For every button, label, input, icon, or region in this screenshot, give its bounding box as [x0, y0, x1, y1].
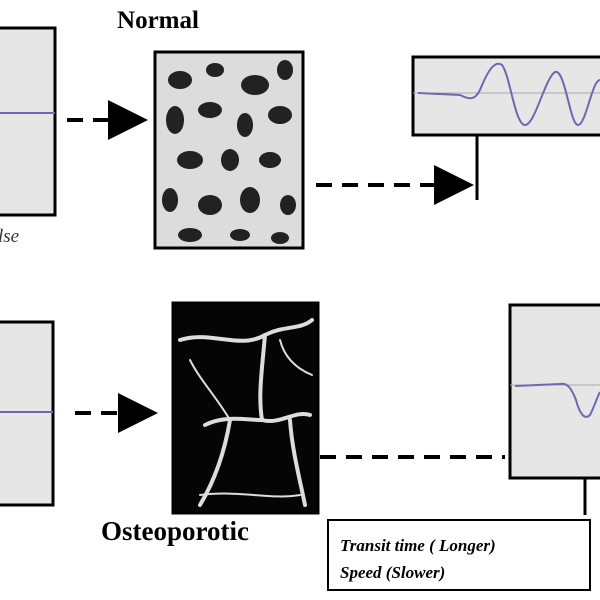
- osteoporotic-bone-image: [171, 301, 320, 515]
- osteoporotic-label: Osteoporotic: [101, 516, 249, 546]
- output-wave-box: [411, 55, 600, 200]
- input-pulse-box: [0, 26, 57, 217]
- result-box: Transit time ( Longer) Speed (Slower): [327, 519, 591, 591]
- input-pulse-box: [0, 320, 55, 507]
- pulse-label: lse: [0, 226, 19, 247]
- output-wave-box: [508, 303, 600, 515]
- normal-label: Normal: [117, 7, 199, 34]
- result-line: Speed (Slower): [340, 563, 445, 582]
- normal-bone-image: [153, 50, 305, 250]
- result-line: Transit time ( Longer): [340, 536, 496, 555]
